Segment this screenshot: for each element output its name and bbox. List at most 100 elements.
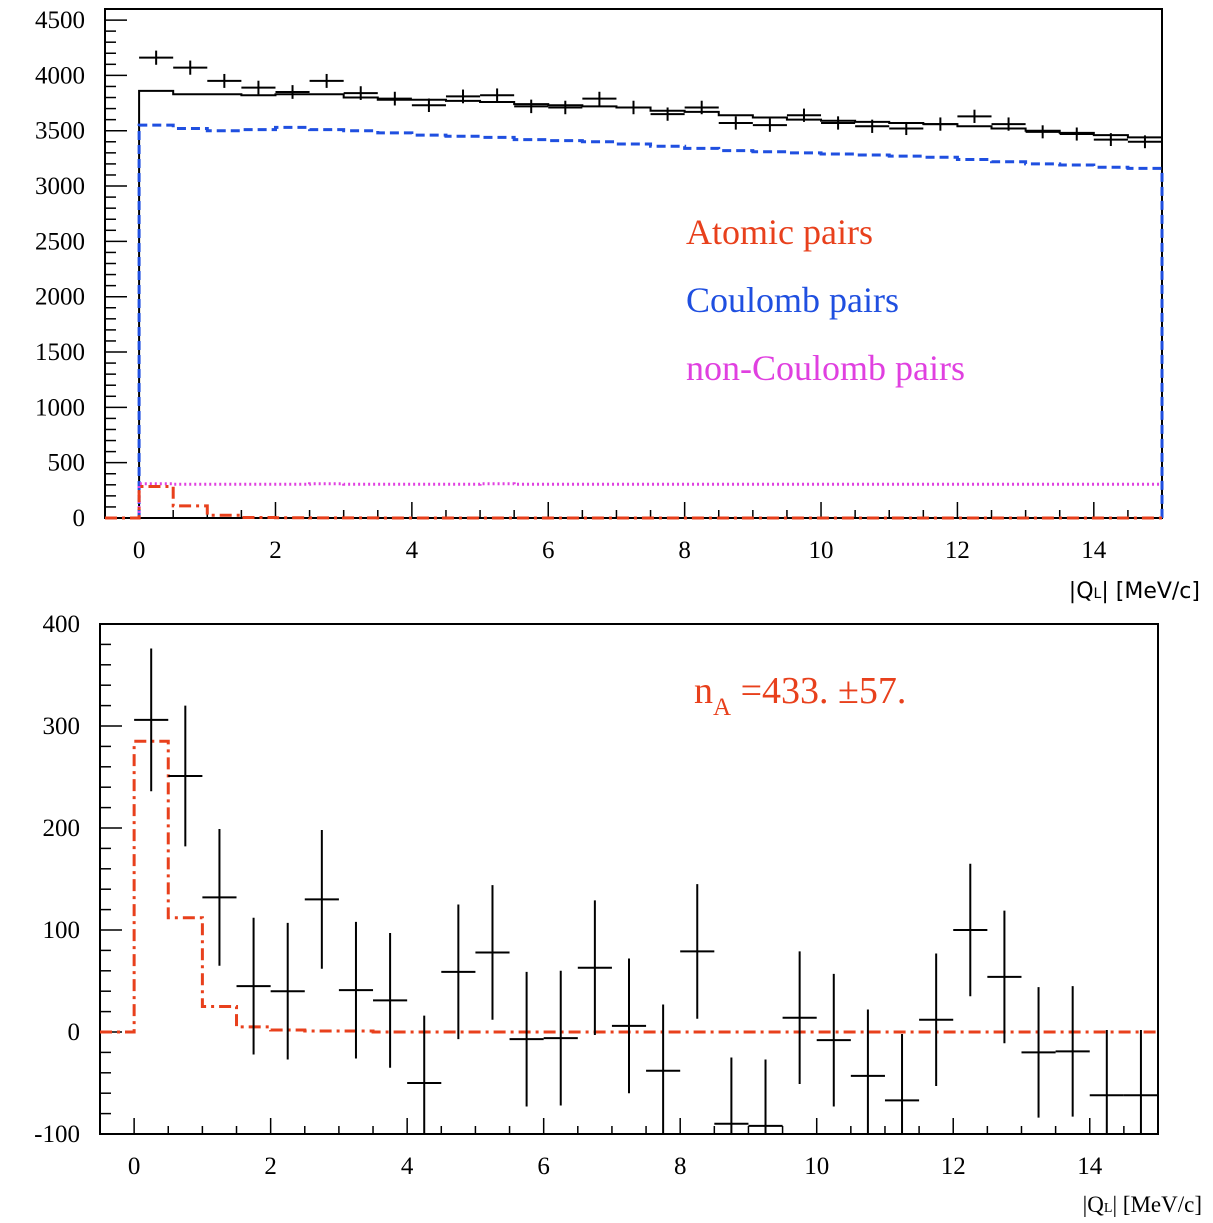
n-a-annotation-sub: A bbox=[713, 694, 731, 721]
y-tick-label: 3000 bbox=[35, 173, 85, 200]
y-tick-label: 0 bbox=[68, 1019, 81, 1046]
data-point bbox=[338, 921, 374, 1059]
top-panel: 0 2 4 6 8 10 12 14 0 500 1000 1500 2000 2500 3000 3500… bbox=[35, 7, 1200, 604]
data-point bbox=[1025, 125, 1060, 139]
y-tick-label: 4500 bbox=[35, 7, 85, 34]
non-coulomb-histogram bbox=[137, 482, 1162, 518]
legend-coulomb-pairs: Coulomb pairs bbox=[686, 280, 899, 320]
data-point bbox=[134, 648, 169, 792]
y-tick-label: 3500 bbox=[35, 118, 85, 145]
data-point bbox=[987, 910, 1022, 1044]
bottom-x-axis: 0 2 4 6 8 10 12 14 bbox=[128, 1118, 1159, 1180]
data-point bbox=[714, 1057, 749, 1134]
data-point bbox=[514, 99, 549, 114]
data-point bbox=[850, 1009, 885, 1134]
data-point bbox=[577, 900, 612, 1036]
y-tick-label: 300 bbox=[43, 713, 81, 740]
data-point bbox=[173, 60, 208, 75]
total-fit-histogram bbox=[138, 89, 1163, 518]
y-tick-label: 200 bbox=[43, 815, 81, 842]
top-x-axis-label-sub: L bbox=[1094, 586, 1102, 602]
atomic-histogram bbox=[105, 484, 1162, 520]
top-x-axis-label-tail: | [MeV/c] bbox=[1101, 579, 1200, 604]
data-point bbox=[855, 119, 890, 133]
data-point bbox=[684, 100, 719, 115]
data-point bbox=[611, 958, 647, 1094]
y-tick-label: -100 bbox=[34, 1121, 80, 1148]
data-point bbox=[377, 91, 412, 106]
n-a-annotation-main: n bbox=[694, 670, 713, 712]
top-x-axis-label-main: |Q bbox=[1069, 579, 1094, 604]
x-tick-label: 4 bbox=[401, 1153, 414, 1180]
data-point bbox=[752, 118, 787, 132]
data-point bbox=[1127, 135, 1162, 149]
data-point bbox=[680, 884, 715, 1019]
y-tick-label: 2000 bbox=[35, 284, 85, 311]
data-point bbox=[991, 117, 1026, 131]
x-tick-label: 8 bbox=[678, 537, 691, 564]
top-x-axis: 0 2 4 6 8 10 12 14 bbox=[133, 502, 1163, 564]
data-point bbox=[582, 91, 617, 106]
x-tick-label: 6 bbox=[542, 537, 555, 564]
y-tick-label: 100 bbox=[43, 917, 81, 944]
legend-non-coulomb-pairs: non-Coulomb pairs bbox=[686, 348, 965, 388]
data-point bbox=[786, 108, 822, 122]
data-point bbox=[411, 98, 446, 113]
data-point bbox=[475, 885, 510, 1020]
x-tick-label: 12 bbox=[945, 537, 970, 564]
data-point bbox=[509, 971, 544, 1107]
x-tick-label: 8 bbox=[674, 1153, 687, 1180]
data-point bbox=[343, 86, 378, 100]
data-point bbox=[270, 922, 305, 1060]
data-point bbox=[241, 80, 276, 95]
y-tick-label: 400 bbox=[43, 611, 81, 638]
data-point bbox=[207, 73, 242, 88]
y-tick-label: 0 bbox=[73, 505, 86, 532]
x-tick-label: 4 bbox=[406, 537, 419, 564]
x-tick-label: 2 bbox=[264, 1153, 277, 1180]
data-point bbox=[650, 107, 685, 121]
bottom-panel: 0 2 4 6 8 10 12 14 -100 0 100 200 300 400 nA =433. ±… bbox=[34, 611, 1202, 1217]
data-point bbox=[1021, 987, 1056, 1118]
data-point bbox=[816, 973, 851, 1107]
data-point bbox=[202, 829, 237, 966]
y-tick-label: 4000 bbox=[35, 62, 85, 89]
x-tick-label: 10 bbox=[809, 537, 834, 564]
x-tick-label: 6 bbox=[537, 1153, 550, 1180]
x-tick-label: 12 bbox=[941, 1153, 966, 1180]
data-point bbox=[548, 100, 583, 115]
x-tick-label: 14 bbox=[1081, 537, 1107, 564]
data-point bbox=[1059, 127, 1094, 141]
data-point bbox=[923, 117, 958, 131]
data-point bbox=[373, 933, 408, 1068]
data-point bbox=[168, 705, 203, 847]
data-point bbox=[782, 951, 817, 1085]
data-point bbox=[275, 85, 310, 99]
data-point bbox=[445, 89, 481, 104]
bottom-x-axis-label: |QL| [MeV/c] bbox=[1083, 1192, 1202, 1217]
bottom-x-axis-label-main: |Q bbox=[1083, 1192, 1105, 1217]
top-series-layer bbox=[105, 50, 1164, 520]
x-tick-label: 0 bbox=[128, 1153, 141, 1180]
data-point bbox=[407, 1015, 442, 1134]
legend-atomic-pairs: Atomic pairs bbox=[686, 212, 873, 252]
bottom-x-axis-label-sub: L bbox=[1104, 1201, 1113, 1216]
data-point bbox=[1093, 133, 1128, 146]
data-point bbox=[1055, 986, 1090, 1117]
n-a-annotation-tail: =433. ±57. bbox=[731, 670, 906, 712]
data-point bbox=[1123, 1029, 1158, 1134]
data-point bbox=[543, 970, 578, 1106]
bottom-y-axis: -100 0 100 200 300 400 bbox=[34, 611, 122, 1148]
y-tick-label: 2500 bbox=[35, 228, 85, 255]
data-point bbox=[646, 1004, 681, 1134]
data-point bbox=[884, 1034, 920, 1134]
data-point bbox=[480, 88, 515, 103]
data-point bbox=[309, 73, 344, 88]
data-point bbox=[919, 953, 954, 1087]
x-tick-label: 14 bbox=[1077, 1153, 1103, 1180]
data-point bbox=[748, 1059, 783, 1134]
top-x-axis-label: |QL| [MeV/c] bbox=[1069, 579, 1200, 604]
data-point bbox=[1089, 1029, 1124, 1134]
